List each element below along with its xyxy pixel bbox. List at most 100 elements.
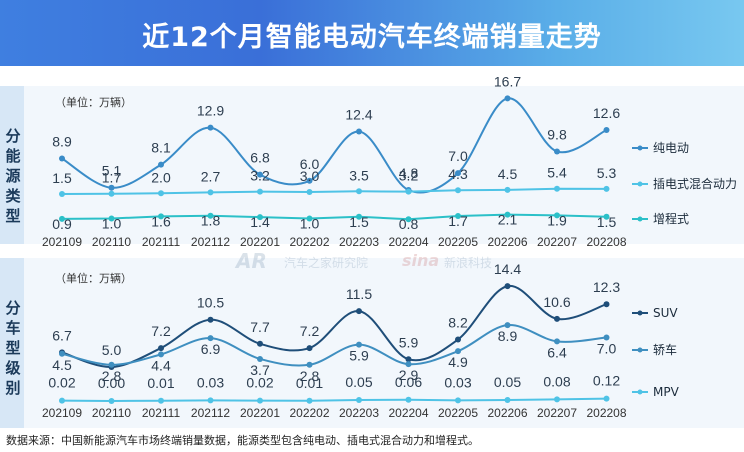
data-point-1-1-3 (207, 335, 214, 342)
series-line-1-1 (61, 324, 607, 367)
data-point-0-0-10 (554, 148, 560, 155)
watermark-text-autohome: 汽车之家研究院 (284, 256, 369, 270)
x-tick-label-1-2: 202111 (142, 406, 181, 420)
data-label-1-0-5: 7.2 (300, 323, 320, 339)
data-label-1-0-7: 5.9 (399, 334, 419, 350)
data-label-0-0-7: 4.8 (399, 165, 419, 181)
legend-label-1-1: 轿车 (653, 342, 677, 357)
data-label-1-1-2: 4.4 (151, 357, 171, 373)
data-label-0-2-10: 1.9 (547, 212, 567, 228)
legend-marker-1-1 (637, 347, 643, 353)
data-point-0-0-3 (207, 124, 214, 131)
energy-unit-label: （单位：万辆） (55, 96, 132, 109)
data-label-1-2-3: 0.03 (197, 374, 224, 390)
data-label-0-1-5: 3.0 (300, 168, 320, 184)
data-point-1-0-11 (603, 301, 610, 308)
data-point-0-1-9 (504, 186, 511, 193)
data-point-1-0-8 (455, 336, 461, 343)
title-banner: 近12个月智能电动汽车终端销量走势 (0, 0, 744, 66)
data-point-1-0-7 (405, 356, 412, 363)
data-point-1-0-2 (158, 345, 164, 352)
legend-marker-0-0 (637, 145, 643, 151)
data-point-0-0-11 (603, 126, 610, 133)
x-tick-label-1-4: 202201 (240, 406, 280, 420)
data-label-0-0-4: 6.8 (250, 150, 270, 166)
data-label-1-0-3: 10.5 (197, 295, 224, 311)
data-point-1-1-1 (108, 361, 115, 368)
data-point-1-2-6 (356, 397, 362, 403)
data-label-1-1-7: 2.9 (399, 367, 419, 383)
data-point-0-1-8 (455, 187, 461, 194)
data-label-1-0-9: 14.4 (494, 261, 521, 277)
x-tick-label-0-2: 202111 (142, 235, 181, 249)
data-point-1-2-1 (108, 398, 115, 404)
legend-marker-1-0 (637, 310, 643, 316)
data-point-1-2-7 (405, 396, 412, 403)
data-label-1-2-2: 0.01 (147, 375, 174, 391)
data-point-1-1-8 (455, 348, 461, 355)
data-source-note: 数据来源：中国新能源汽车市场终端销量数据，能源类型包含纯电动、插电式混合动力和增… (6, 434, 479, 447)
data-label-1-1-5: 2.8 (300, 368, 320, 384)
data-point-0-0-0 (59, 155, 65, 162)
data-point-1-1-4 (257, 355, 263, 362)
data-label-0-0-6: 12.4 (345, 107, 372, 123)
x-tick-label-1-7: 202204 (388, 406, 428, 420)
data-point-0-1-5 (306, 188, 313, 195)
data-point-0-1-3 (207, 189, 214, 196)
data-label-0-0-0: 8.9 (52, 133, 72, 149)
data-point-0-2-9 (504, 211, 511, 218)
watermark-logo-sina: sina (402, 251, 440, 270)
data-point-1-0-6 (356, 308, 362, 315)
data-label-0-1-7: 3.2 (399, 168, 419, 184)
x-tick-label-0-10: 202207 (537, 235, 577, 249)
x-tick-label-1-9: 202206 (487, 406, 527, 420)
data-label-0-1-3: 2.7 (201, 168, 221, 184)
data-point-0-2-7 (405, 216, 412, 223)
data-point-1-2-4 (257, 397, 263, 404)
data-label-0-1-0: 1.5 (52, 170, 72, 186)
data-label-0-0-2: 8.1 (151, 140, 171, 156)
data-point-1-2-11 (603, 395, 610, 402)
data-label-0-1-11: 5.3 (597, 165, 617, 181)
data-label-0-0-3: 12.9 (197, 103, 224, 119)
data-label-1-2-11: 0.12 (593, 373, 620, 389)
data-label-1-2-1: 0.00 (98, 375, 125, 391)
data-label-0-1-9: 4.5 (498, 166, 518, 182)
data-label-1-2-7: 0.06 (395, 374, 422, 390)
data-point-0-0-9 (504, 95, 511, 102)
data-point-0-1-7 (405, 188, 412, 195)
data-point-1-1-0 (59, 350, 65, 357)
data-point-1-1-7 (405, 361, 412, 368)
data-label-1-0-0: 6.7 (52, 327, 72, 343)
data-point-0-0-4 (257, 171, 263, 178)
data-point-1-2-5 (306, 397, 313, 404)
data-point-1-0-10 (554, 315, 560, 322)
x-tick-label-1-11: 202208 (586, 406, 626, 420)
energy-type-side-bar: 分能源类型 (0, 86, 24, 244)
data-point-0-0-2 (158, 161, 164, 168)
data-label-0-2-11: 1.5 (597, 214, 617, 230)
data-point-1-1-9 (504, 322, 511, 329)
data-point-1-1-10 (554, 338, 560, 345)
data-point-0-1-0 (59, 190, 65, 197)
data-label-0-2-6: 1.5 (349, 214, 369, 230)
data-label-1-1-9: 8.9 (498, 328, 518, 344)
data-point-1-2-9 (504, 397, 511, 403)
data-point-0-0-8 (455, 170, 461, 177)
x-tick-label-1-0: 202109 (42, 406, 82, 420)
data-point-0-0-1 (108, 184, 115, 191)
data-point-0-1-11 (603, 185, 610, 192)
watermark-text-sina: 新浪科技 (444, 256, 493, 270)
legend-marker-0-1 (637, 181, 643, 187)
data-point-1-2-0 (59, 397, 65, 404)
data-label-0-2-3: 1.8 (201, 213, 221, 229)
data-point-1-1-6 (356, 341, 362, 348)
data-point-1-2-2 (158, 397, 164, 404)
data-point-0-1-6 (356, 188, 362, 195)
x-tick-label-0-11: 202208 (586, 235, 626, 249)
data-label-1-2-8: 0.03 (444, 374, 471, 390)
data-label-0-2-9: 2.1 (498, 212, 518, 228)
series-line-0-0 (61, 97, 607, 194)
data-point-1-2-8 (455, 397, 461, 404)
